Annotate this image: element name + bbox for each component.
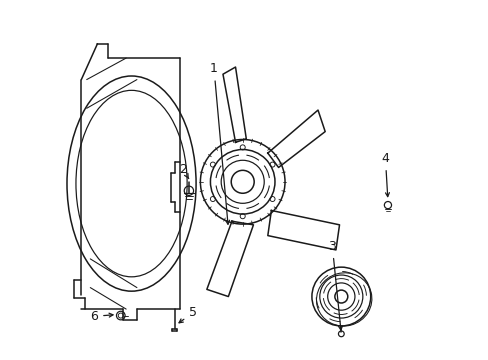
Text: 5: 5 [179,306,197,323]
Text: 1: 1 [210,62,229,224]
Text: 2: 2 [179,163,188,179]
Text: 6: 6 [90,310,113,323]
Text: 3: 3 [328,240,342,330]
Text: 4: 4 [381,152,388,197]
